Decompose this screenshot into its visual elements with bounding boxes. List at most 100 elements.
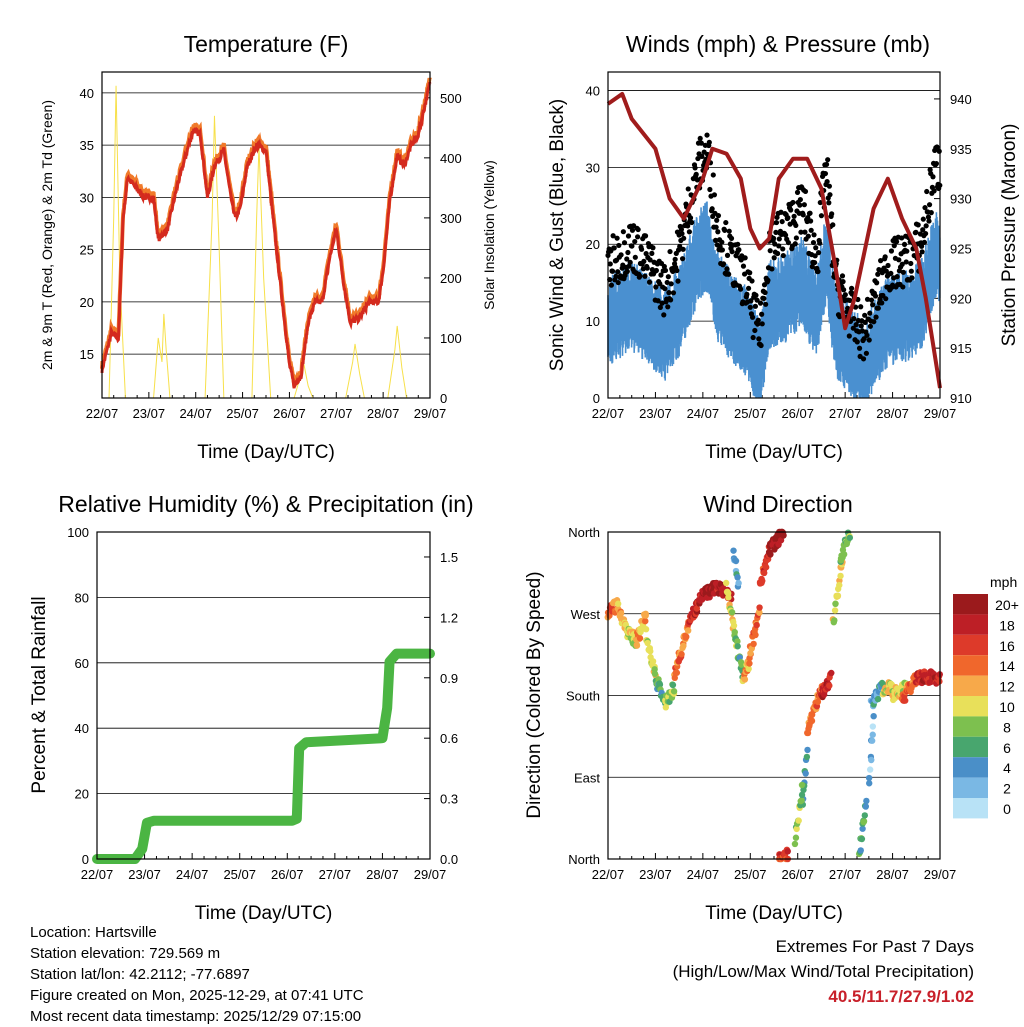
gust-point — [674, 267, 680, 274]
y-axis-label: Percent & Total Rainfall — [29, 596, 50, 793]
gust-point — [797, 202, 803, 208]
gust-point — [632, 254, 638, 260]
gust-point — [749, 314, 756, 320]
direction-point — [673, 669, 681, 676]
direction-point — [642, 626, 650, 633]
gust-point — [879, 300, 885, 306]
direction-point — [614, 600, 622, 607]
x-tick-label: 27/07 — [829, 867, 862, 882]
gust-point — [709, 206, 715, 212]
gust-point — [873, 314, 879, 320]
gust-point — [685, 186, 691, 192]
gust-point — [624, 268, 630, 275]
direction-point — [734, 574, 741, 581]
gust-point — [755, 317, 761, 323]
y2-tick-label: 940 — [950, 92, 972, 107]
gust-point — [724, 266, 730, 272]
chart-title: Wind Direction — [703, 491, 853, 517]
gust-point — [635, 226, 641, 233]
gust-point — [668, 281, 674, 287]
y-tick-label: 40 — [80, 86, 94, 101]
gust-point — [704, 132, 710, 138]
y-tick-label: 25 — [80, 243, 94, 258]
gust-point — [888, 270, 894, 277]
y-tick-label: West — [571, 607, 601, 622]
gust-point — [812, 253, 818, 259]
x-tick-label: 28/07 — [366, 867, 399, 882]
panel-3: Relative Humidity (%) & Precipitation (i… — [29, 491, 474, 924]
gust-point — [706, 139, 712, 145]
direction-point — [828, 669, 835, 677]
y2-tick-label: 925 — [950, 241, 972, 256]
gust-point — [924, 188, 930, 195]
plot-frame — [101, 71, 431, 399]
gust-point — [722, 227, 728, 233]
extremes-title: Extremes For Past 7 Days — [775, 937, 974, 956]
gust-point — [687, 215, 694, 221]
direction-point — [870, 712, 877, 720]
y-axis-label: Sonic Wind & Gust (Blue, Black) — [547, 99, 568, 371]
y2-axis-label: Solar Insolation (Yellow) — [481, 160, 497, 310]
gust-point — [620, 229, 626, 235]
direction-point — [730, 547, 737, 554]
direction-point — [750, 640, 757, 648]
gust-point — [715, 213, 722, 219]
y-axis-label: Direction (Colored By Speed) — [524, 571, 545, 818]
gust-point — [842, 292, 848, 298]
gust-point — [825, 157, 831, 163]
direction-point — [803, 753, 811, 761]
gust-point — [866, 337, 872, 343]
direction-point — [798, 791, 806, 799]
direction-point — [846, 534, 854, 541]
direction-point — [767, 551, 774, 558]
gust-point — [823, 161, 830, 168]
gust-point — [925, 214, 932, 220]
gust-point — [675, 278, 681, 284]
gust-point — [653, 267, 659, 274]
gust-point — [874, 280, 880, 286]
y-tick-label: 0 — [82, 852, 89, 867]
gust-point — [643, 251, 649, 257]
direction-point — [636, 635, 644, 642]
colorbar-label: 10 — [999, 699, 1015, 715]
gust-point — [747, 304, 753, 310]
x-tick-label: 26/07 — [273, 406, 306, 421]
gust-point — [785, 239, 792, 246]
gust-point — [853, 322, 859, 328]
gust-point — [763, 301, 769, 307]
direction-point — [836, 581, 843, 589]
plot-frame — [607, 71, 941, 399]
gust-point — [870, 302, 876, 308]
gust-point — [780, 252, 786, 259]
colorbar-label: 4 — [1003, 760, 1011, 776]
gust-point — [627, 259, 633, 265]
gust-point — [661, 263, 667, 270]
gust-point — [867, 310, 873, 316]
x-tick-label: 29/07 — [414, 867, 447, 882]
gust-point — [913, 229, 919, 235]
direction-point — [746, 660, 753, 667]
gust-point — [782, 232, 789, 238]
gust-point — [765, 277, 771, 283]
direction-point — [760, 569, 768, 577]
direction-point — [731, 628, 738, 636]
gust-point — [923, 223, 929, 229]
colorbar-label: 16 — [999, 638, 1015, 654]
y2-axis-label: Station Pressure (Maroon) — [999, 124, 1020, 347]
x-axis-label: Time (Day/UTC) — [195, 903, 333, 924]
gust-point — [738, 286, 744, 292]
gust-point — [665, 274, 671, 280]
direction-point — [808, 717, 816, 725]
gust-point — [830, 222, 836, 228]
x-tick-label: 26/07 — [271, 867, 304, 882]
gust-point — [899, 235, 905, 241]
gust-point — [822, 170, 829, 177]
gust-point — [697, 135, 703, 142]
gust-point — [926, 202, 933, 208]
gust-point — [794, 189, 801, 195]
x-axis-label: Time (Day/UTC) — [705, 903, 843, 924]
direction-point — [798, 797, 805, 804]
gust-point — [809, 264, 815, 270]
gust-point — [724, 252, 731, 258]
